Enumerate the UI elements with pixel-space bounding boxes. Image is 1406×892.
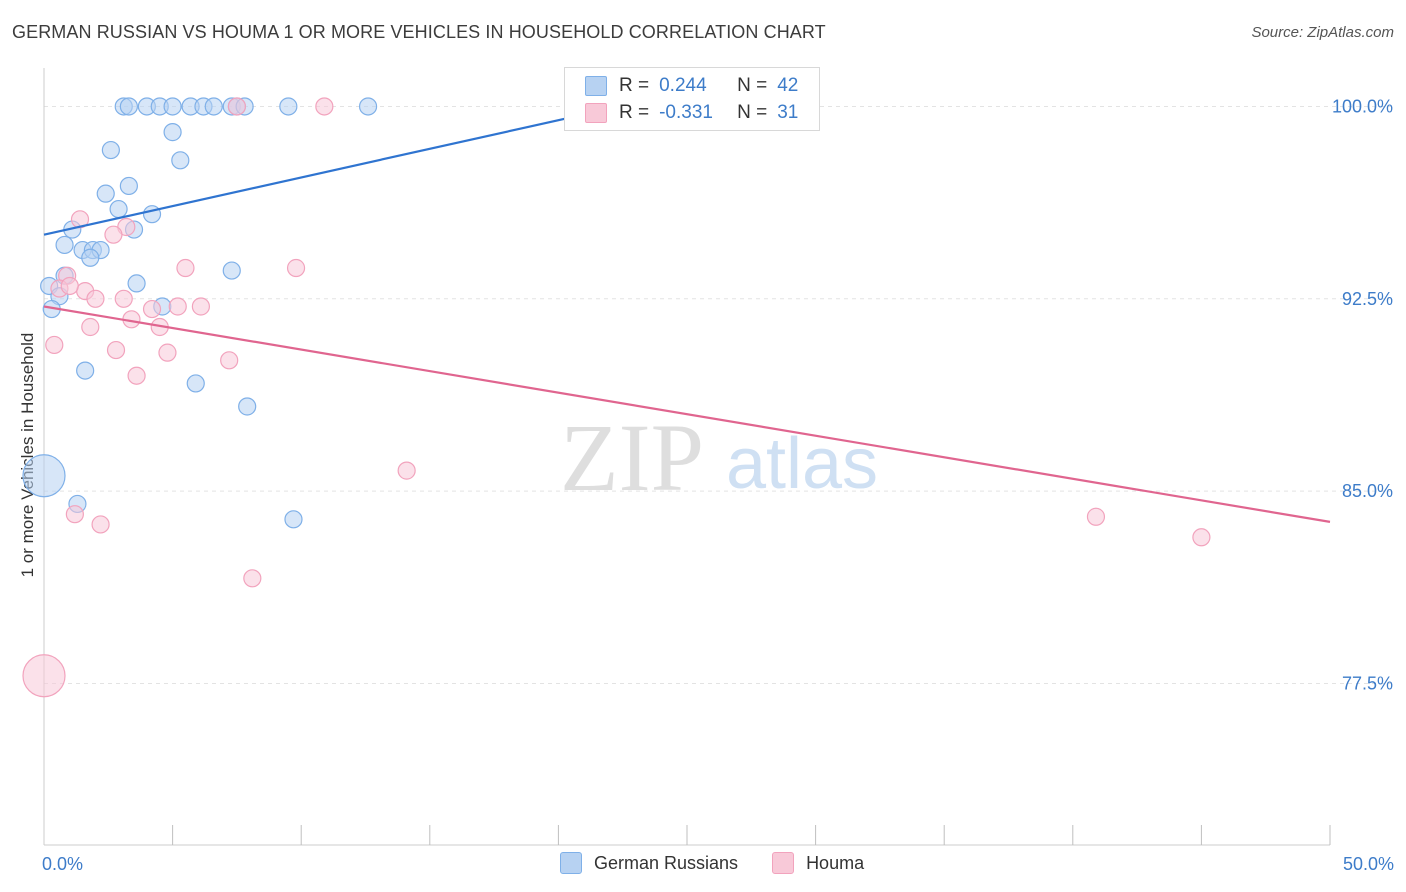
german-russians-point (358, 97, 378, 116)
houma-point (168, 297, 187, 316)
x-tick-label: 50.0% (1343, 854, 1394, 874)
houma-point (142, 299, 162, 319)
correlation-legend: R = 0.244 N = 42 R = -0.331 N = 31 (564, 67, 820, 131)
houma-point (227, 97, 246, 116)
houma-point (127, 366, 146, 385)
chart-title: GERMAN RUSSIAN VS HOUMA 1 OR MORE VEHICL… (12, 22, 826, 42)
y-tick-label: 92.5% (1342, 289, 1393, 309)
gridlines (44, 105, 1394, 684)
houma-point (22, 654, 66, 698)
legend-r-label: R = (619, 75, 650, 96)
german-russians-point (119, 176, 138, 196)
german-russians-point (127, 274, 146, 293)
houma-point (158, 343, 177, 362)
houma-point (104, 225, 123, 244)
german-russians-trend-line (43, 105, 621, 236)
german-russians-point (163, 123, 182, 142)
german-russians-point (238, 397, 257, 416)
x-tick-label: 0.0% (42, 854, 83, 874)
german-russians-point (76, 361, 95, 380)
watermark: ZIP atlas (560, 404, 878, 511)
legend-label-german-russians: German Russians (594, 852, 739, 873)
houma-point (91, 515, 110, 534)
houma-point (220, 351, 239, 370)
y-tick-label: 100.0% (1332, 96, 1393, 116)
series-legend: German Russians Houma (560, 852, 898, 874)
houma-point (70, 210, 90, 229)
source-label: Source: ZipAtlas.com (1251, 24, 1394, 41)
houma-point (243, 569, 262, 588)
legend-label-houma: Houma (806, 852, 865, 873)
houma-point (45, 335, 64, 355)
tick-labels: 100.0% 92.5% 85.0% 77.5% 0.0% 50.0% (42, 96, 1394, 874)
legend-swatch-blue (560, 852, 582, 874)
german-russians-point (55, 235, 74, 255)
legend-r-value: 0.244 (659, 75, 707, 96)
houma-point (397, 461, 416, 480)
legend-r-value: -0.331 (659, 102, 713, 123)
y-tick-label: 85.0% (1342, 481, 1393, 501)
houma-point (176, 258, 195, 278)
german-russians-point (204, 97, 223, 116)
houma-point (315, 97, 334, 116)
houma-point (86, 289, 105, 308)
houma-point (114, 289, 133, 308)
houma-point (191, 297, 210, 316)
legend-row-houma: R = -0.331 N = 31 (585, 101, 798, 125)
legend-n-label: N = (737, 102, 768, 123)
german-russians-point (284, 510, 303, 529)
legend-r-label: R = (619, 102, 650, 123)
houma-point (106, 340, 126, 360)
legend-n-value: 42 (777, 75, 799, 96)
german-russians-point (96, 184, 115, 203)
y-tick-label: 77.5% (1342, 673, 1393, 693)
german-russians-point (163, 97, 182, 116)
legend-n-value: 31 (777, 102, 799, 123)
legend-n-label: N = (737, 75, 768, 96)
legend-swatch-pink (585, 103, 607, 123)
houma-point (1086, 507, 1106, 526)
watermark-atlas: atlas (726, 424, 878, 504)
trend-lines (43, 105, 1331, 523)
legend-swatch-blue (585, 76, 607, 96)
houma-point (286, 258, 306, 278)
german-russians-point (101, 140, 120, 160)
watermark-zip: ZIP (560, 404, 704, 511)
houma-point (1192, 528, 1211, 547)
german-russians-point (22, 454, 66, 498)
german-russians-point (222, 261, 241, 280)
german-russians-point (279, 97, 298, 116)
houma-point (65, 505, 84, 524)
legend-item-german-russians: German Russians (560, 852, 738, 874)
german-russians-point (81, 248, 100, 267)
data-points (22, 97, 1211, 698)
german-russians-point (119, 97, 138, 116)
legend-row-german-russians: R = 0.244 N = 42 (585, 74, 798, 98)
houma-point (81, 317, 100, 337)
houma-point (60, 276, 79, 296)
german-russians-point (109, 199, 128, 219)
german-russians-point (171, 151, 190, 170)
legend-item-houma: Houma (772, 852, 864, 874)
legend-swatch-pink (772, 852, 795, 874)
houma-trend-line (43, 305, 1331, 523)
german-russians-point (186, 374, 205, 393)
